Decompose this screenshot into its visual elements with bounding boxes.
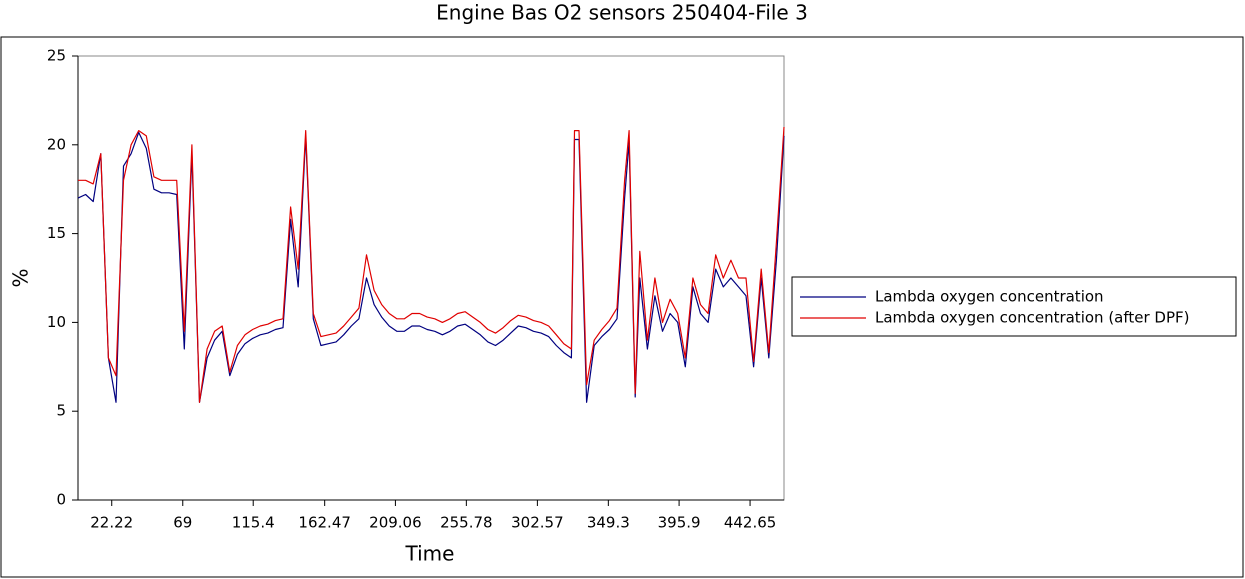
x-tick-label: 115.4 xyxy=(232,514,275,532)
y-tick-label: 15 xyxy=(47,224,66,242)
legend-label: Lambda oxygen concentration (after DPF) xyxy=(875,309,1190,327)
chart-title: Engine Bas O2 sensors 250404-File 3 xyxy=(436,1,808,25)
plot-area xyxy=(77,55,785,501)
x-tick-label: 209.06 xyxy=(369,514,422,532)
legend-label: Lambda oxygen concentration xyxy=(875,288,1104,306)
x-tick-label: 395.9 xyxy=(658,514,701,532)
x-tick-label: 162.47 xyxy=(298,514,351,532)
y-tick-label: 25 xyxy=(47,47,66,65)
y-axis-label: % xyxy=(9,268,33,287)
x-axis-label: Time xyxy=(405,542,455,566)
series-line xyxy=(78,126,785,403)
series-line xyxy=(77,131,785,403)
x-tick-label: 69 xyxy=(173,514,192,532)
y-tick-label: 5 xyxy=(56,402,66,420)
x-tick-label: 302.57 xyxy=(511,514,564,532)
x-tick-label: 255.78 xyxy=(440,514,493,532)
frame xyxy=(0,36,1244,578)
legend xyxy=(791,276,1237,337)
x-tick-label: 349.3 xyxy=(587,514,630,532)
y-tick-label: 0 xyxy=(56,491,66,509)
x-tick-label: 442.65 xyxy=(724,514,777,532)
y-tick-label: 20 xyxy=(47,135,66,153)
x-tick-label: 22.22 xyxy=(90,514,133,532)
y-tick-label: 10 xyxy=(47,313,66,331)
